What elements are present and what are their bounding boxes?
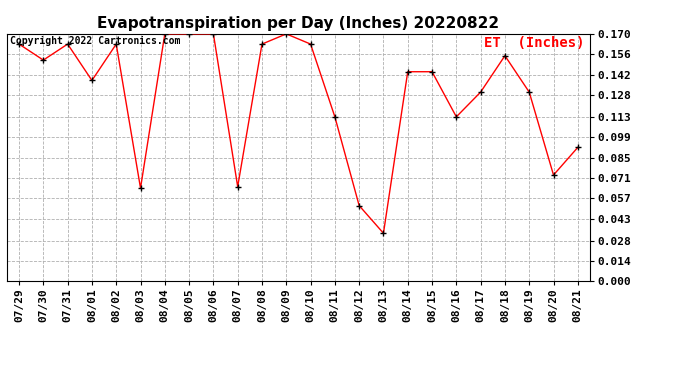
- Title: Evapotranspiration per Day (Inches) 20220822: Evapotranspiration per Day (Inches) 2022…: [97, 16, 500, 31]
- Text: ET  (Inches): ET (Inches): [484, 36, 584, 50]
- Text: Copyright 2022 Cartronics.com: Copyright 2022 Cartronics.com: [10, 36, 180, 46]
